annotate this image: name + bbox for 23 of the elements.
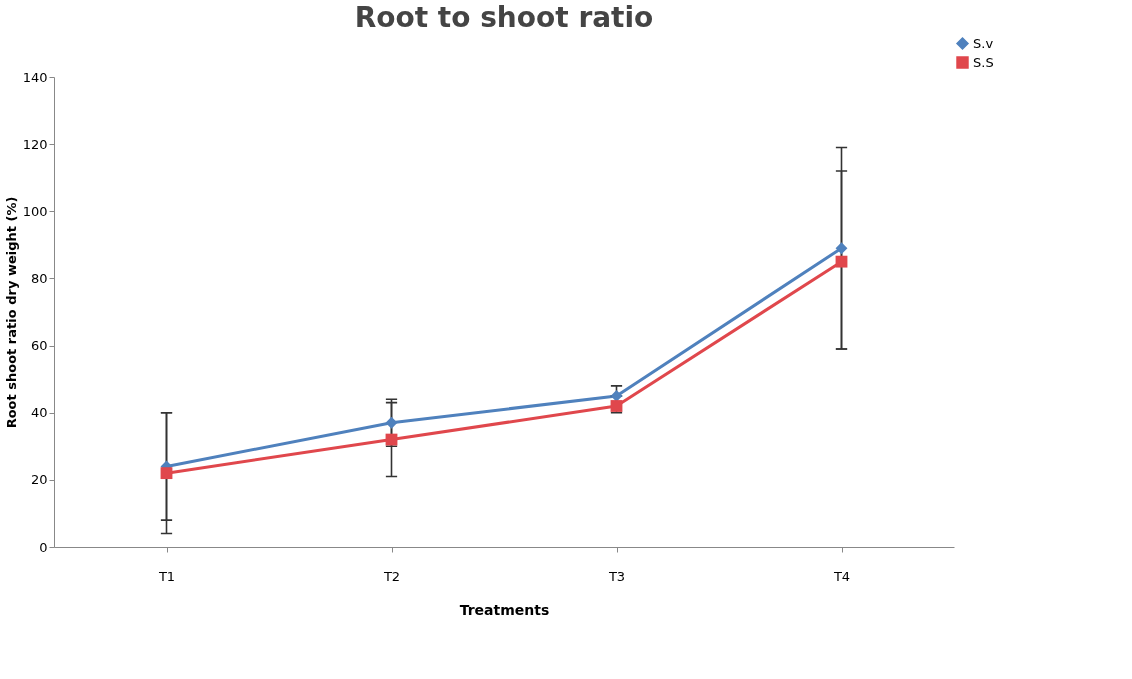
legend-label: S.v [973, 35, 994, 51]
legend-label: S.S [973, 54, 994, 70]
x-tick-label: T1 [157, 568, 176, 584]
point [610, 390, 623, 402]
y-tick-label: 0 [39, 539, 48, 555]
chart-title: Root to shoot ratio [354, 1, 654, 34]
x-tick-label: T3 [607, 568, 626, 584]
point [160, 467, 173, 480]
point [835, 242, 848, 255]
point [610, 400, 623, 412]
y-tick-label: 20 [30, 472, 48, 488]
y-tick-label: 140 [22, 69, 48, 85]
x-tick-label: T2 [382, 568, 401, 584]
x-tick-label: T4 [832, 568, 851, 584]
y-tick-label: 40 [30, 405, 48, 421]
x-axis-title: Treatments [459, 601, 550, 618]
y-tick-label: 60 [30, 338, 48, 354]
y-tick-label: 80 [30, 270, 48, 286]
y-axis-title: Root shoot ratio dry weight (%) [3, 196, 19, 429]
point [835, 255, 848, 268]
y-tick-label: 100 [22, 203, 48, 219]
point [385, 416, 398, 429]
y-tick-label: 120 [22, 136, 48, 152]
